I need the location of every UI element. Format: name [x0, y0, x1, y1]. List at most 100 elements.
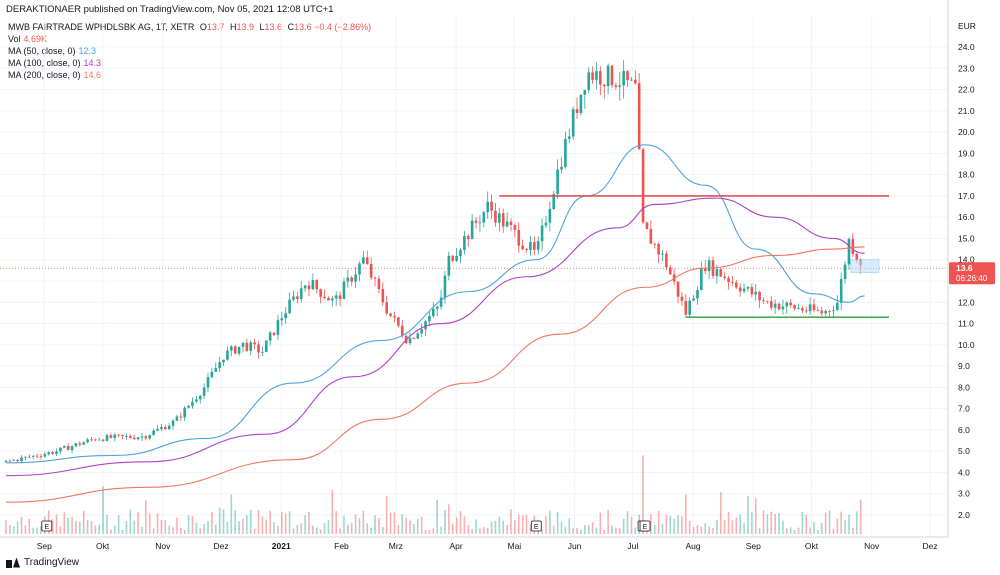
candle-body — [132, 437, 136, 440]
volume-bar — [650, 514, 652, 534]
volume-bar — [129, 509, 132, 534]
volume-bar — [82, 510, 85, 534]
y-tick-label: 20.0 — [958, 127, 975, 137]
y-tick-label: 18.0 — [958, 170, 975, 180]
volume-bar — [727, 511, 730, 534]
y-tick-label: 9.0 — [958, 361, 970, 371]
volume-bar — [385, 496, 388, 534]
candle-body — [703, 268, 707, 272]
candle-body — [533, 242, 536, 250]
volume-bar — [859, 499, 862, 534]
candle-body — [97, 439, 101, 441]
volume-bar — [459, 511, 462, 534]
volume-bar — [226, 521, 229, 534]
candle-body — [595, 71, 598, 80]
candle-body — [148, 435, 152, 439]
volume-bar — [94, 525, 97, 534]
candle-body — [645, 222, 649, 230]
author-name[interactable]: DERAKTIONAER — [6, 4, 81, 15]
candle-body — [525, 249, 528, 251]
candle-body — [171, 420, 175, 426]
candle-body — [750, 287, 754, 295]
volume-bar — [852, 528, 854, 534]
legend-symbol-row[interactable]: MWB FAIRTRADE WPHDLSBK AG, 1T, XETR O13.… — [8, 22, 372, 32]
candle-body — [140, 436, 144, 438]
legend-volume: 4.69K — [23, 34, 48, 44]
candle-body — [684, 300, 688, 315]
candle-body — [762, 300, 765, 302]
volume-bar — [354, 514, 357, 534]
candle-body — [571, 109, 575, 137]
candle-body — [101, 439, 105, 441]
current-price-tag: 13.606:26:40 — [949, 262, 995, 285]
footer-brand[interactable]: TradingView — [24, 557, 80, 568]
volume-bar — [362, 510, 365, 534]
price-tag-value: 13.6 — [956, 263, 973, 273]
earnings-marker-icon[interactable]: E — [530, 520, 542, 532]
candle-body — [498, 213, 501, 223]
volume-bar — [207, 521, 209, 534]
candle-body — [198, 395, 202, 400]
candle-body — [769, 301, 773, 308]
volume-bar — [12, 526, 15, 534]
volume-bar — [416, 518, 419, 534]
y-tick-label: 11.0 — [958, 319, 974, 329]
volume-bar — [782, 520, 784, 534]
candle-body — [459, 249, 462, 257]
candle-body — [758, 291, 761, 301]
candle-body — [443, 275, 447, 298]
volume-bar — [312, 525, 314, 534]
candle-body — [202, 387, 206, 396]
volume-bar — [86, 520, 89, 534]
legend-ma50-row[interactable]: MA (50, close, 0) 12.3 — [8, 46, 97, 56]
volume-bar — [106, 515, 108, 534]
volume-bar — [471, 528, 473, 534]
candle-body — [432, 308, 435, 317]
volume-bar — [249, 510, 252, 534]
volume-bar — [436, 499, 438, 534]
candle-body — [4, 460, 8, 462]
earnings-marker-icon[interactable]: E — [41, 520, 53, 532]
candle-body — [793, 305, 796, 309]
y-tick-label: 17.0 — [958, 191, 975, 201]
volume-bar — [265, 519, 268, 534]
publish-header: DERAKTIONAER published on TradingView.co… — [6, 4, 334, 15]
y-tick-label: 3.0 — [958, 489, 970, 499]
candle-body — [466, 235, 470, 240]
candle-body — [70, 446, 74, 451]
candle-body — [296, 296, 299, 299]
candle-body — [389, 313, 392, 316]
legend-high: 13.9 — [236, 22, 254, 32]
volume-bar — [774, 514, 776, 534]
candle-body — [657, 243, 660, 255]
candle-body — [346, 277, 350, 282]
price-chart[interactable]: EEEE24.023.022.021.020.019.018.017.016.0… — [0, 0, 1000, 557]
legend-symbol: MWB FAIRTRADE WPHDLSBK AG, 1T, XETR — [8, 22, 195, 32]
candle-body — [264, 340, 268, 352]
legend-volume-row[interactable]: Vol 4.69K — [8, 34, 48, 44]
candle-body — [311, 280, 315, 290]
volume-bar — [591, 522, 594, 534]
earnings-marker-icon[interactable]: E — [639, 520, 651, 532]
candle-body — [536, 241, 540, 250]
candle-body — [55, 451, 58, 454]
candle-body — [696, 289, 699, 299]
y-tick-label: 21.0 — [958, 106, 975, 116]
volume-bar — [117, 515, 120, 534]
volume-bar — [79, 521, 81, 534]
candle-body — [804, 310, 808, 312]
volume-bar — [366, 523, 369, 534]
candle-body — [622, 70, 625, 86]
volume-bar — [413, 523, 415, 534]
candle-body — [447, 255, 451, 276]
ma200-line — [5, 246, 865, 503]
volume-bar — [739, 514, 741, 534]
volume-bar — [113, 525, 116, 534]
candle-body — [241, 342, 245, 347]
svg-text:E: E — [643, 524, 648, 531]
x-tick-label: Dez — [213, 541, 228, 551]
volume-bar — [564, 526, 567, 534]
volume-bar — [584, 525, 586, 534]
volume-bar — [339, 528, 341, 534]
y-tick-label: 22.0 — [958, 85, 975, 95]
